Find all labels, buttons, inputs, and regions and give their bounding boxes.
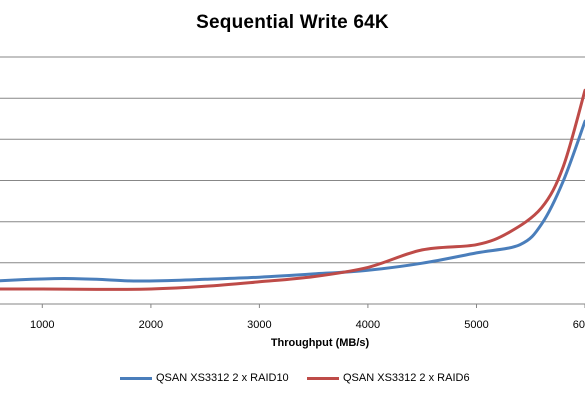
x-tick-label: 2000	[139, 319, 163, 331]
chart-title: Sequential Write 64K	[196, 12, 389, 33]
x-axis-label: Throughput (MB/s)	[270, 337, 370, 349]
legend: QSAN XS3312 2 x RAID10 QSAN XS3312 2 x R…	[0, 372, 585, 390]
x-tick-label: 3000	[247, 319, 271, 331]
x-tick-label: 4000	[356, 319, 380, 331]
legend-swatch-raid6	[307, 376, 339, 380]
legend-item-raid10: QSAN XS3312 2 x RAID10	[120, 372, 289, 384]
x-tick-label: 1000	[30, 319, 54, 331]
legend-swatch-raid10	[120, 376, 152, 380]
legend-label-raid6: QSAN XS3312 2 x RAID6	[343, 372, 470, 384]
series-line-raid6	[0, 88, 585, 291]
x-tick-label: 6000	[573, 319, 585, 331]
legend-label-raid10: QSAN XS3312 2 x RAID10	[156, 372, 289, 384]
series-line-raid10	[0, 119, 585, 283]
legend-item-raid6: QSAN XS3312 2 x RAID6	[307, 372, 470, 384]
x-tick-label: 5000	[464, 319, 488, 331]
